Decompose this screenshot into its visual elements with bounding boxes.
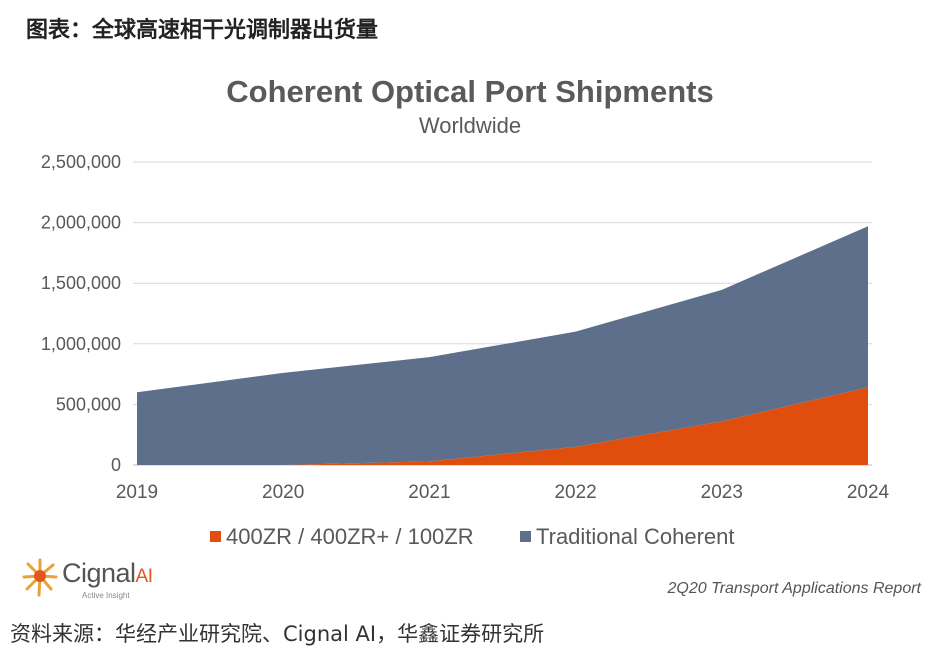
x-tick-label: 2022 bbox=[554, 482, 596, 503]
cignal-ai-logo: CignalAI Active Insight bbox=[20, 556, 180, 604]
logo-tagline: Active Insight bbox=[82, 591, 130, 600]
y-tick-label: 1,500,000 bbox=[41, 273, 121, 293]
y-tick-label: 2,500,000 bbox=[41, 152, 121, 172]
y-tick-label: 0 bbox=[111, 455, 121, 475]
sunburst-icon bbox=[22, 558, 58, 597]
y-tick-label: 500,000 bbox=[56, 394, 121, 414]
chart-svg: Coherent Optical Port Shipments Worldwid… bbox=[41, 74, 890, 549]
x-tick-label: 2023 bbox=[701, 482, 743, 503]
x-axis-ticks: 2019 2020 2021 2022 2023 2024 bbox=[116, 482, 890, 503]
y-tick-label: 1,000,000 bbox=[41, 334, 121, 354]
legend-label: 400ZR / 400ZR+ / 100ZR bbox=[226, 524, 474, 549]
x-tick-label: 2024 bbox=[847, 482, 890, 503]
source-note: 资料来源：华经产业研究院、Cignal AI，华鑫证券研究所 bbox=[10, 622, 545, 646]
logo-text: CignalAI bbox=[62, 558, 153, 589]
figure-caption: 图表：全球高速相干光调制器出货量 bbox=[26, 18, 379, 43]
area-400zr-400zr-100zr bbox=[137, 387, 868, 465]
legend-label: Traditional Coherent bbox=[536, 524, 735, 549]
legend-swatch bbox=[210, 531, 221, 542]
legend-swatch bbox=[520, 531, 531, 542]
chart-title: Coherent Optical Port Shipments bbox=[226, 74, 713, 109]
logo-name: Cignal bbox=[62, 558, 136, 588]
report-label: 2Q20 Transport Applications Report bbox=[667, 580, 921, 597]
chart: Coherent Optical Port Shipments Worldwid… bbox=[0, 60, 945, 580]
logo-suffix: AI bbox=[135, 566, 153, 587]
x-tick-label: 2020 bbox=[262, 482, 304, 503]
area-series bbox=[137, 226, 868, 465]
x-tick-label: 2021 bbox=[408, 482, 450, 503]
area-traditional-coherent bbox=[137, 226, 868, 465]
legend: 400ZR / 400ZR+ / 100ZR Traditional Cohere… bbox=[210, 524, 735, 549]
y-tick-label: 2,000,000 bbox=[41, 213, 121, 233]
x-tick-label: 2019 bbox=[116, 482, 158, 503]
chart-subtitle: Worldwide bbox=[419, 113, 521, 138]
y-axis-ticks: 0 500,000 1,000,000 1,500,000 2,000,000 2,500… bbox=[41, 152, 121, 475]
